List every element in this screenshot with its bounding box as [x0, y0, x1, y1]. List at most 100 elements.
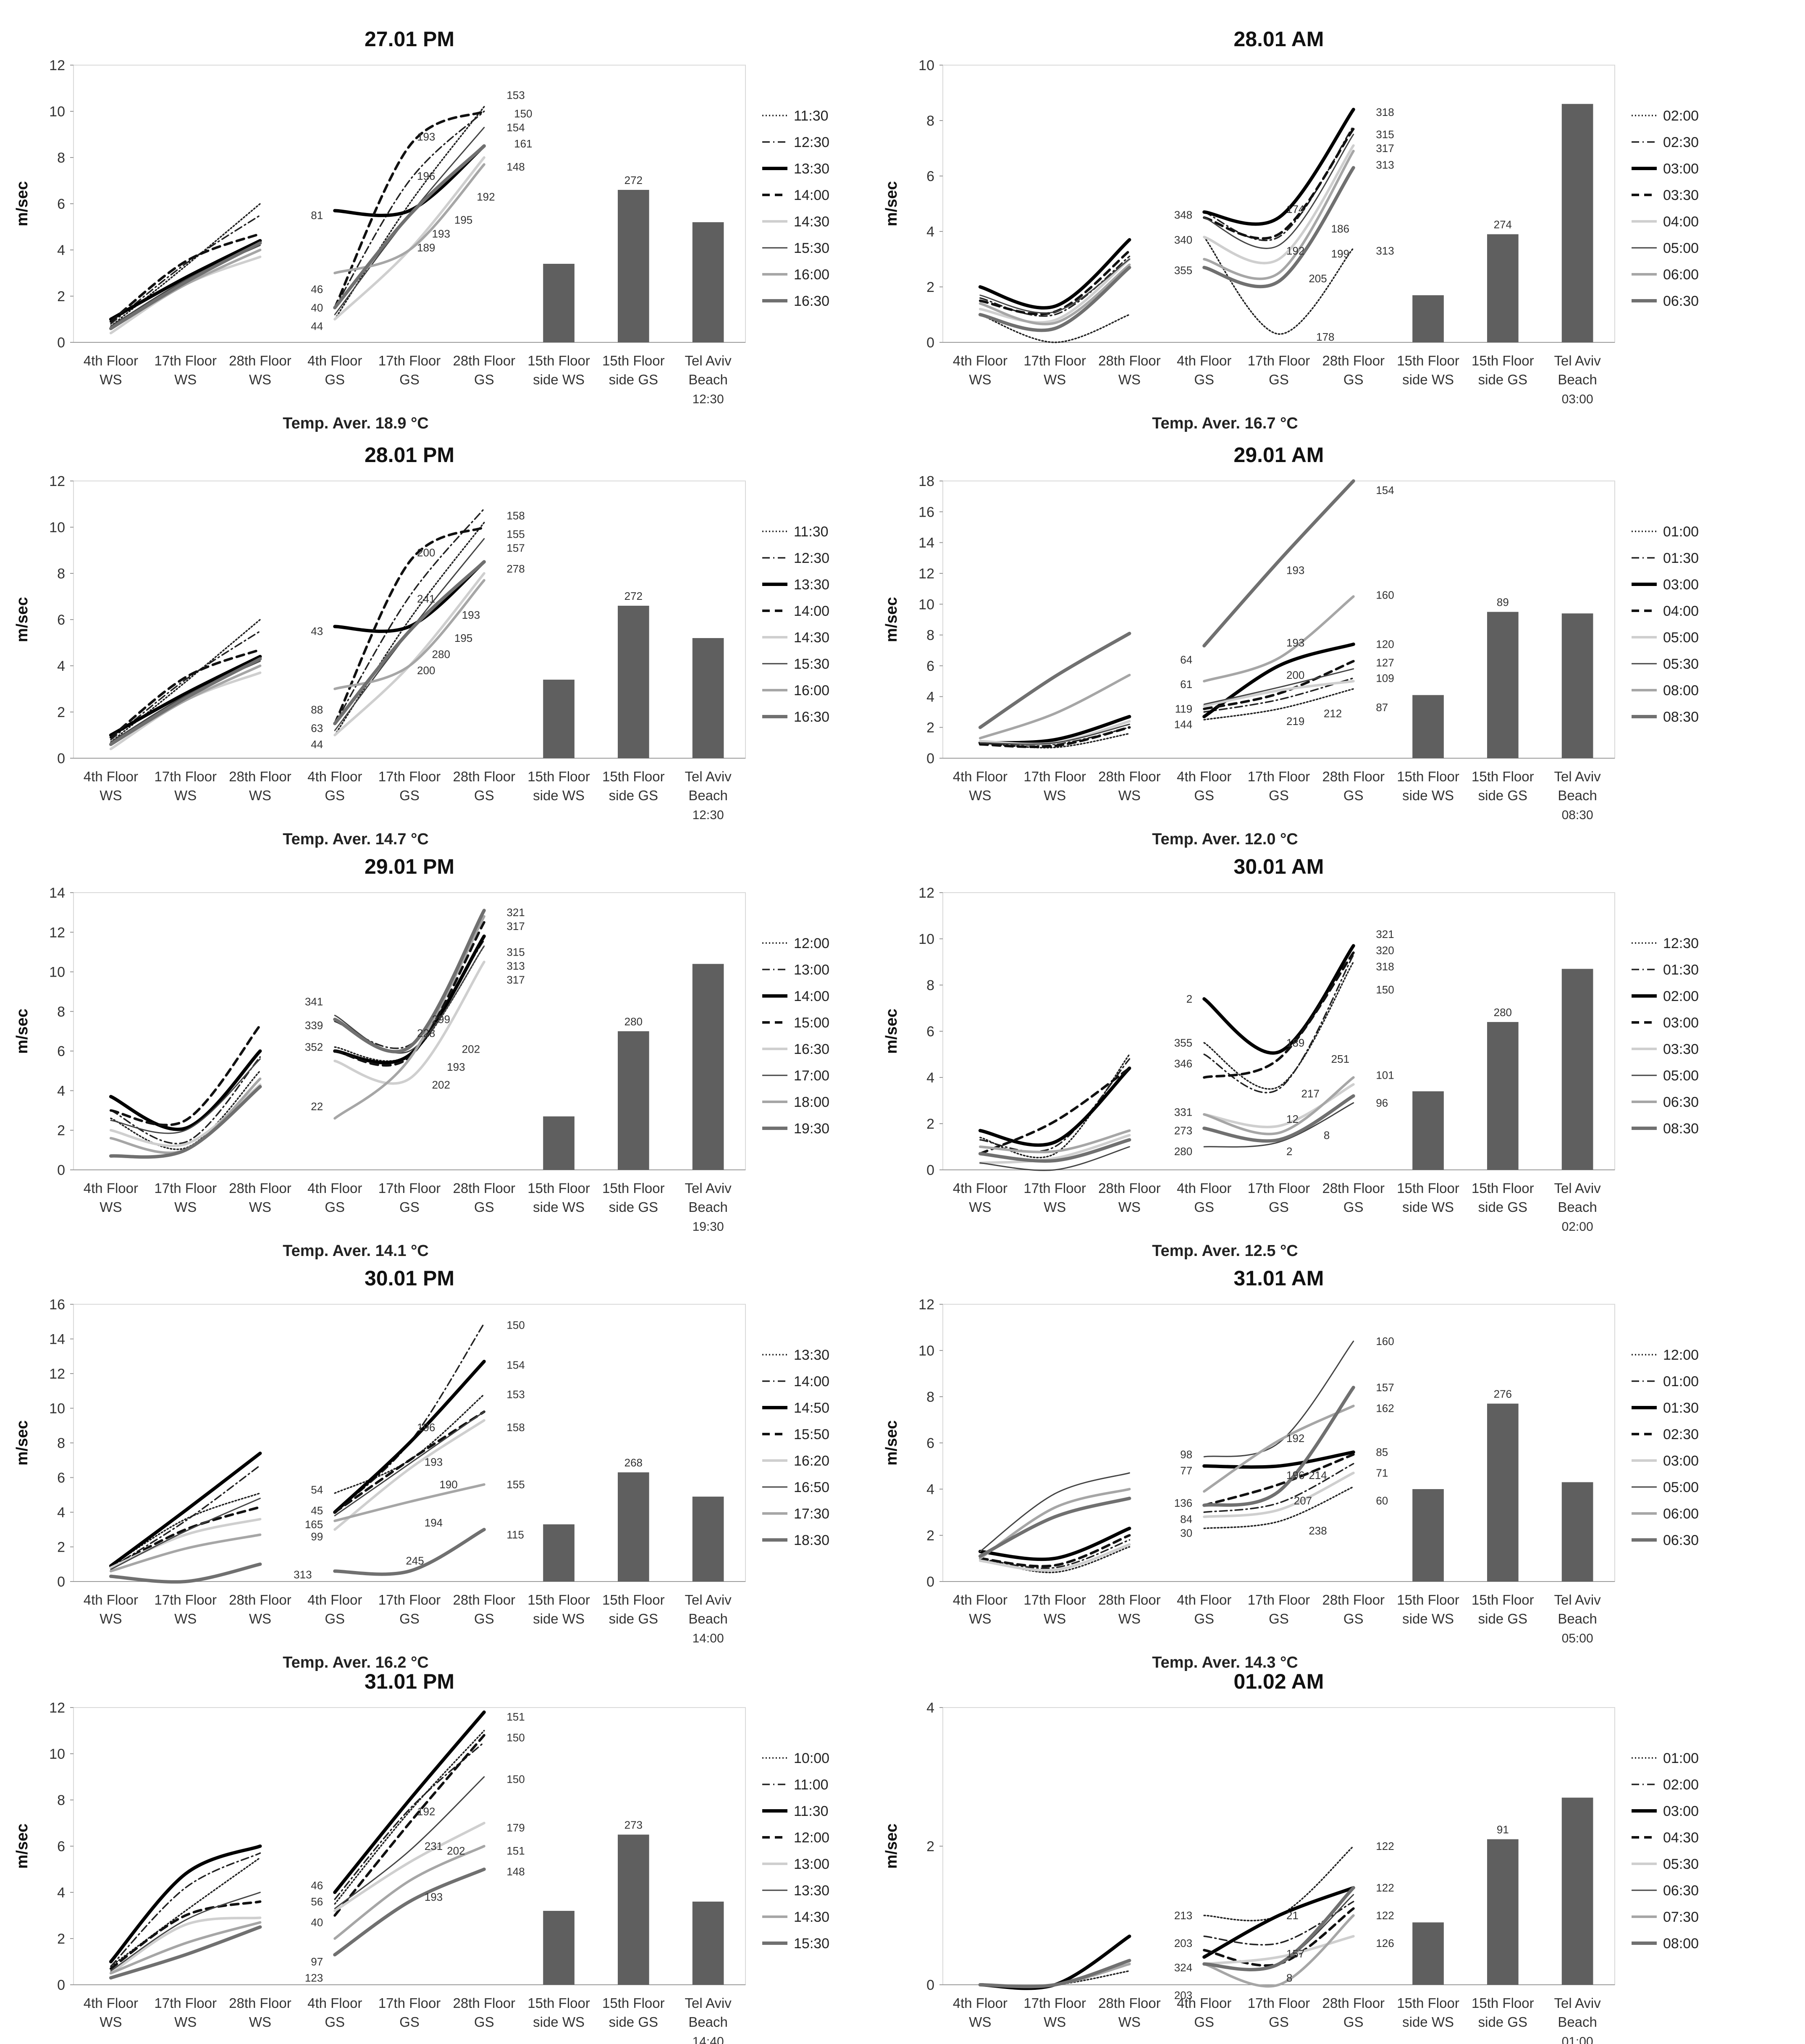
x-tick-label: 28th Floor WS [1098, 1180, 1161, 1215]
series-line [979, 1543, 1131, 1572]
legend-entry: 02:30 [1663, 134, 1699, 150]
series-line [1203, 680, 1355, 707]
series-line [1203, 951, 1355, 1079]
direction-label: 315 [506, 946, 525, 958]
direction-label: 318 [1376, 960, 1394, 973]
y-tick-label: 10 [918, 58, 934, 74]
series-line [333, 1528, 486, 1576]
y-tick-label: 4 [57, 1083, 65, 1099]
direction-label: 160 [1376, 1335, 1394, 1348]
bar-data-label: 272 [624, 174, 643, 187]
direction-label: 45 [311, 1504, 323, 1517]
legend-entry: 02:30 [1663, 1427, 1699, 1442]
series-line [109, 239, 262, 321]
bar-data-label: 273 [624, 1819, 643, 1831]
series-line [978, 1497, 1131, 1558]
legend-entry: 14:30 [794, 630, 829, 646]
x-tick-label: 15th Floor side GS [602, 769, 665, 803]
direction-label: 54 [311, 1483, 323, 1496]
x-tick-label: 17th Floor WS [1023, 1995, 1086, 2030]
y-axis-label: m/sec [13, 597, 31, 642]
legend-entry: 14:30 [794, 214, 829, 230]
legend-entry: 05:30 [1663, 656, 1699, 672]
series-line [334, 1776, 485, 1909]
legend-entry: 01:00 [1663, 1750, 1699, 1766]
x-tick-label: 17th Floor WS [154, 1995, 217, 2030]
x-tick-label: 4th Floor GS [1177, 769, 1231, 803]
x-tick-label: Tel Aviv Beach 02:00 [1554, 1180, 1601, 1234]
direction-label: 321 [1376, 928, 1394, 941]
bar [543, 1911, 575, 1985]
direction-label: 241 [417, 593, 435, 605]
legend-entry: 04:00 [1663, 214, 1699, 230]
y-tick-label: 12 [49, 58, 65, 74]
direction-label: 174 [1286, 203, 1304, 215]
direction-label: 280 [432, 648, 450, 661]
y-tick-label: 16 [49, 1297, 65, 1313]
y-tick-label: 12 [49, 473, 65, 489]
legend-entry: 06:30 [1663, 1094, 1699, 1110]
x-tick-label: 4th Floor WS [84, 1592, 138, 1626]
series-line [979, 314, 1131, 343]
x-tick-label: 17th Floor GS [1248, 769, 1310, 803]
x-tick-label: 28th Floor WS [1098, 769, 1161, 803]
direction-label: 202 [447, 1844, 465, 1857]
direction-label: 77 [1180, 1464, 1192, 1477]
series-line [109, 255, 262, 334]
x-tick-label: 28th Floor WS [229, 1592, 291, 1626]
x-tick-label: 28th Floor WS [229, 1995, 291, 2030]
x-tick-label: Tel Aviv Beach 14:00 [685, 1592, 732, 1645]
direction-label: 127 [1376, 657, 1394, 669]
direction-label: 60 [1376, 1495, 1388, 1507]
legend-entry: 05:00 [1663, 1479, 1699, 1495]
series-line [1203, 1463, 1354, 1513]
x-tick-label: 15th Floor side GS [602, 1995, 665, 2030]
legend-entry: 06:00 [1663, 1506, 1699, 1522]
direction-label: 192 [1286, 244, 1304, 257]
direction-label: 43 [311, 625, 323, 638]
direction-label: 196 [417, 1421, 435, 1434]
y-tick-label: 6 [926, 1435, 934, 1451]
y-tick-label: 8 [57, 1435, 65, 1451]
legend-entry: 05:00 [1663, 1068, 1699, 1084]
direction-label: 217 [1301, 1088, 1320, 1100]
direction-label: 155 [506, 1478, 525, 1491]
bar [618, 1031, 649, 1170]
bar [1487, 234, 1519, 342]
x-tick-label: 28th Floor WS [229, 353, 291, 387]
y-tick-label: 2 [57, 1931, 65, 1947]
legend-entry: 04:00 [1663, 603, 1699, 619]
direction-label: 144 [1174, 718, 1192, 730]
bar [1487, 1403, 1519, 1582]
y-tick-label: 4 [57, 1885, 65, 1901]
series-line [333, 526, 485, 725]
x-tick-label: 15th Floor side WS [1397, 353, 1459, 387]
series-line [109, 1451, 262, 1568]
direction-label: 313 [506, 959, 525, 972]
y-tick-label: 0 [926, 1977, 934, 1993]
direction-label: 63 [311, 722, 323, 735]
series-line [110, 619, 261, 743]
legend-entry: 14:00 [794, 988, 829, 1004]
y-tick-label: 4 [926, 1070, 934, 1086]
bar [1412, 695, 1444, 758]
series-line [1202, 166, 1355, 289]
direction-label: 200 [417, 664, 435, 677]
bar-data-label: 280 [1494, 1006, 1512, 1019]
series-line [334, 1322, 485, 1513]
direction-label: 186 [1331, 222, 1349, 235]
series-line [333, 144, 486, 310]
direction-label: 251 [1331, 1053, 1349, 1065]
x-tick-label: 28th Floor WS [1098, 1592, 1161, 1626]
x-tick-label: 4th Floor GS [1177, 1592, 1231, 1626]
y-tick-label: 0 [57, 1977, 65, 1993]
y-tick-label: 12 [49, 1700, 65, 1716]
series-line [1203, 1076, 1355, 1135]
bar-data-label: 280 [624, 1015, 643, 1028]
y-tick-label: 8 [926, 628, 934, 644]
legend-entry: 15:30 [794, 1936, 829, 1952]
x-tick-label: 4th Floor GS [307, 1180, 362, 1215]
y-tick-label: 10 [49, 520, 65, 536]
